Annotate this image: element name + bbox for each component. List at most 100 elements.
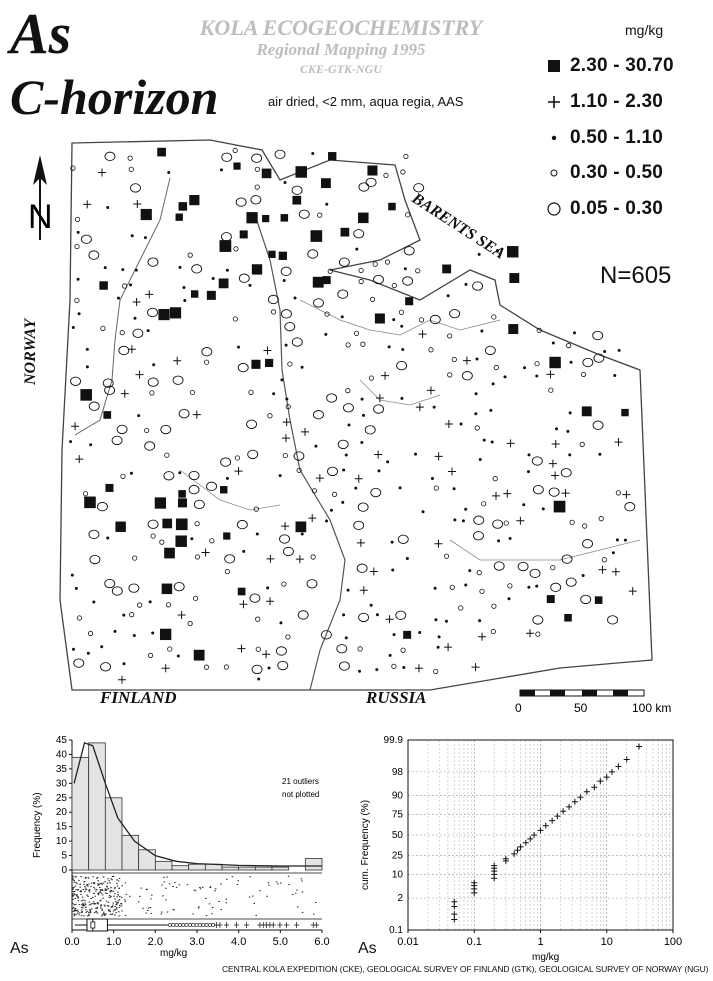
map-sample-small-circle	[535, 631, 541, 637]
map-sample-dot	[617, 348, 621, 352]
cum-data-point	[591, 784, 598, 791]
map-sample-square	[581, 406, 592, 417]
map-sample-large-circle	[565, 577, 577, 587]
cum-data-point	[451, 898, 458, 905]
map-sample-dot	[497, 539, 501, 543]
map-sample-small-circle	[492, 476, 498, 482]
map-sample-small-circle	[582, 523, 588, 529]
map-sample-small-circle	[70, 165, 76, 171]
map-sample-large-circle	[275, 646, 287, 656]
map-sample-large-circle	[251, 664, 263, 675]
map-sample-plus	[132, 298, 141, 307]
map-sample-large-circle	[88, 250, 100, 260]
map-sample-dot	[623, 538, 627, 542]
map-sample-square	[280, 214, 289, 222]
map-sample-small-circle	[324, 311, 330, 317]
map-sample-square	[564, 614, 572, 622]
map-sample-small-circle	[358, 278, 364, 285]
map-sample-small-circle	[418, 317, 425, 323]
map-sample-dot	[340, 315, 344, 319]
map-sample-dot	[482, 438, 486, 442]
histogram-bar	[188, 863, 206, 871]
histogram-bar	[171, 865, 190, 871]
map-sample-plus	[239, 600, 248, 609]
map-sample-dot	[344, 636, 348, 640]
map-sample-dot	[401, 347, 405, 351]
cum-data-point	[554, 813, 561, 820]
map-sample-large-circle	[221, 152, 233, 162]
cum-data-point	[583, 788, 590, 795]
histogram-y-axis-label: Frequency (%)	[32, 792, 43, 858]
histogram-bar	[138, 849, 156, 871]
density-curve	[73, 742, 322, 867]
map-sample-small-circle	[391, 663, 397, 669]
map-sample-plus	[83, 200, 92, 209]
map-sample-plus	[295, 555, 304, 564]
map-sample-plus	[414, 664, 423, 673]
scale-tick-100: 100 km	[632, 701, 671, 715]
map-sample-small-circle	[167, 646, 173, 652]
map-sample-square	[206, 290, 216, 300]
map-sample-small-circle	[357, 646, 363, 652]
map-sample-dot	[459, 422, 463, 426]
map-sample-small-circle	[400, 647, 406, 653]
histogram-bar	[121, 834, 140, 871]
map-sample-dot	[278, 474, 282, 478]
map-sample-large-circle	[593, 353, 605, 363]
map-sample-plus	[561, 489, 570, 498]
map-sample-square	[175, 518, 188, 531]
river	[299, 299, 501, 336]
map-sample-dot	[508, 536, 512, 540]
map-sample-large-circle	[160, 424, 172, 435]
map-sample-dot	[446, 294, 450, 298]
map-sample-dot	[400, 324, 404, 328]
map-sample-small-circle	[458, 605, 464, 611]
map-sample-plus	[71, 422, 80, 431]
map-sample-small-circle	[119, 330, 125, 336]
map-sample-large-circle	[560, 468, 572, 478]
map-sample-large-circle	[592, 420, 604, 430]
map-sample-large-circle	[250, 195, 262, 205]
map-sample-square	[251, 359, 261, 369]
cum-data-point	[517, 843, 524, 850]
map-sample-square	[193, 649, 205, 661]
map-sample-dot	[478, 619, 482, 623]
map-sample-small-circle	[481, 501, 487, 507]
cum-x-tick-label: 0.01	[397, 936, 418, 948]
map-sample-square	[549, 356, 561, 369]
map-sample-large-circle	[191, 264, 203, 274]
map-sample-small-circle	[493, 364, 499, 371]
map-sample-large-circle	[327, 466, 338, 477]
map-sample-dot	[613, 374, 617, 378]
map-sample-small-circle	[194, 521, 200, 527]
map-sample-square	[509, 273, 520, 283]
cum-data-point	[636, 743, 643, 750]
map-sample-dot	[358, 669, 362, 673]
map-sample-small-circle	[391, 282, 397, 289]
map-sample-small-circle	[232, 316, 238, 322]
map-sample-symbols	[69, 147, 637, 684]
map-sample-large-circle	[111, 435, 123, 446]
map-sample-large-circle	[88, 401, 100, 411]
histogram-element-label: As	[10, 940, 29, 957]
cum-data-point	[577, 794, 584, 801]
map-sample-square	[340, 227, 350, 237]
map-sample-dot	[615, 538, 619, 542]
map-sample-square	[546, 595, 555, 604]
histogram-x-tick-label: 6.0	[314, 936, 329, 948]
cum-y-tick-label: 99.9	[384, 735, 404, 746]
map-sample-large-circle	[365, 177, 377, 188]
map-sample-dot	[598, 452, 602, 456]
map-sample-small-circle	[282, 452, 288, 459]
map-sample-small-circle	[165, 602, 172, 608]
map-sample-square	[358, 212, 369, 224]
boxplot-outlier	[171, 923, 176, 927]
map-sample-dot	[360, 440, 364, 444]
map-sample-small-circle	[82, 491, 89, 497]
map-sample-small-circle	[491, 603, 497, 609]
project-line-1: KOLA ECOGEOCHEMISTRY	[199, 15, 483, 40]
map-sample-small-circle	[189, 389, 196, 396]
map-sample-plus	[374, 450, 383, 459]
map-sample-large-circle	[592, 330, 604, 341]
